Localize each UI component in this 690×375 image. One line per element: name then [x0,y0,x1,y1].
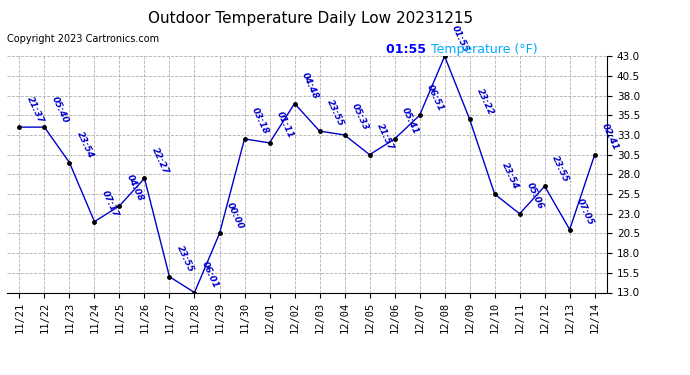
Text: Copyright 2023 Cartronics.com: Copyright 2023 Cartronics.com [7,34,159,44]
Text: 02:41: 02:41 [600,122,620,152]
Text: 23:55: 23:55 [550,154,571,183]
Text: 05:41: 05:41 [400,106,420,136]
Text: Temperature (°F): Temperature (°F) [431,43,538,56]
Text: 06:01: 06:01 [200,260,220,290]
Text: 05:06: 05:06 [525,181,546,211]
Text: 05:33: 05:33 [350,102,371,132]
Text: 21:37: 21:37 [25,94,46,124]
Text: 23:22: 23:22 [475,87,495,117]
Text: 21:57: 21:57 [375,122,395,152]
Text: 00:00: 00:00 [225,201,246,231]
Text: 01:55: 01:55 [450,24,471,54]
Text: 04:48: 04:48 [300,71,320,101]
Text: 23:54: 23:54 [75,130,95,160]
Text: 06:51: 06:51 [425,83,446,112]
Text: 23:55: 23:55 [175,244,195,274]
Text: 22:27: 22:27 [150,146,170,176]
Text: 07:17: 07:17 [100,189,120,219]
Text: 05:40: 05:40 [50,94,70,124]
Text: 23:55: 23:55 [325,99,346,128]
Text: 01:11: 01:11 [275,110,295,140]
Text: Outdoor Temperature Daily Low 20231215: Outdoor Temperature Daily Low 20231215 [148,11,473,26]
Text: 01:55: 01:55 [386,43,431,56]
Text: 03:18: 03:18 [250,106,270,136]
Text: 04:08: 04:08 [125,173,146,203]
Text: 23:54: 23:54 [500,162,520,191]
Text: 07:05: 07:05 [575,197,595,227]
